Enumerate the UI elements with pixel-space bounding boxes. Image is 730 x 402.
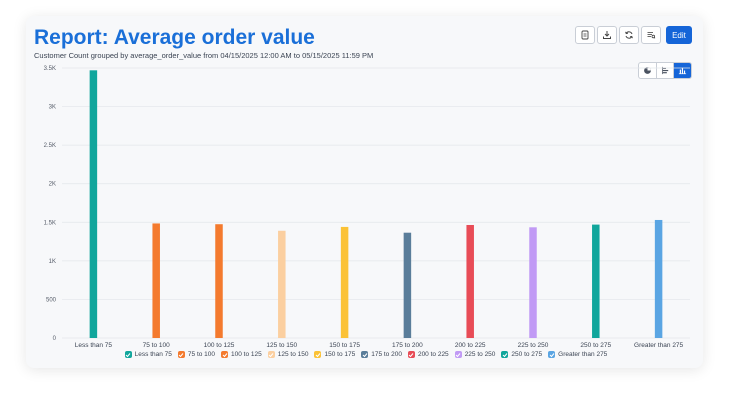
bar[interactable] (215, 224, 223, 338)
checkbox-icon[interactable] (267, 351, 275, 358)
bar[interactable] (529, 227, 537, 338)
chart-view-toggle (638, 62, 692, 79)
y-tick-label: 0 (53, 336, 57, 342)
y-tick-label: 3K (49, 105, 56, 111)
legend-item[interactable]: 225 to 250 (454, 351, 496, 358)
x-tick-label: Less than 75 (75, 342, 113, 349)
bar[interactable] (89, 70, 98, 339)
report-subtitle: Customer Count grouped by average_order_… (34, 51, 374, 60)
y-tick-label: 2.5K (44, 143, 56, 149)
checkbox-icon[interactable] (501, 351, 509, 358)
legend-label: Greater than 275 (558, 351, 608, 358)
checkbox-icon[interactable] (124, 351, 132, 358)
bar[interactable] (152, 223, 160, 338)
refresh-button[interactable] (619, 26, 639, 44)
x-tick-label: 100 to 125 (204, 342, 235, 349)
legend-label: 250 to 275 (511, 351, 543, 358)
report-title: Report: Average order value (34, 26, 315, 49)
legend-label: 225 to 250 (464, 351, 496, 358)
legend-item[interactable]: Greater than 275 (548, 351, 607, 358)
legend-label: 200 to 225 (417, 351, 449, 358)
report-card (26, 16, 703, 368)
checkbox-icon[interactable] (177, 351, 185, 358)
checkbox-icon[interactable] (407, 351, 415, 358)
bar[interactable] (466, 224, 474, 338)
legend-item[interactable]: 200 to 225 (407, 351, 449, 358)
legend-label: Less than 75 (134, 351, 172, 358)
legend-label: 75 to 100 (187, 351, 216, 358)
bar[interactable] (340, 226, 349, 338)
legend-item[interactable]: 175 to 200 (361, 351, 402, 358)
y-tick-label: 1K (49, 259, 56, 265)
legend-item[interactable]: 125 to 150 (267, 351, 309, 358)
checkbox-icon[interactable] (361, 351, 369, 358)
y-tick-label: 500 (46, 297, 57, 303)
bar-chart-view-button[interactable] (673, 63, 691, 78)
bar[interactable] (654, 219, 663, 338)
edit-button[interactable]: Edit (666, 26, 692, 44)
y-tick-label: 1.5K (44, 220, 56, 226)
legend-item[interactable]: 100 to 125 (221, 351, 262, 358)
filter-list-icon (647, 32, 656, 39)
legend-item[interactable]: 150 to 175 (314, 351, 355, 358)
refresh-icon (625, 31, 633, 39)
checkbox-icon[interactable] (314, 351, 322, 358)
bar[interactable] (278, 230, 286, 338)
x-tick-label: 150 to 175 (329, 342, 360, 349)
bar[interactable] (592, 224, 600, 338)
checkbox-icon[interactable] (221, 351, 229, 358)
report-icon (581, 30, 589, 40)
x-tick-label: 75 to 100 (143, 342, 170, 349)
legend-label: 125 to 150 (277, 351, 309, 358)
x-tick-label: 225 to 250 (518, 342, 549, 349)
report-button[interactable] (575, 26, 595, 44)
x-tick-label: Greater than 275 (634, 342, 684, 349)
x-tick-label: 175 to 200 (392, 342, 423, 349)
legend-label: 100 to 125 (231, 351, 262, 358)
x-tick-label: 125 to 150 (266, 342, 297, 349)
legend-label: 150 to 175 (324, 351, 356, 358)
download-icon (603, 31, 611, 39)
legend-item[interactable]: 75 to 100 (177, 351, 216, 358)
download-button[interactable] (597, 26, 617, 44)
bar-chart-icon (679, 67, 687, 75)
filter-list-button[interactable] (641, 26, 661, 44)
y-tick-label: 2K (49, 182, 56, 188)
checkbox-icon[interactable] (548, 351, 556, 358)
bar[interactable] (403, 232, 412, 338)
y-tick-label: 3.5K (44, 66, 56, 72)
legend-item[interactable]: Less than 75 (124, 351, 172, 358)
chart-legend: Less than 75 75 to 100 100 to 125 125 to 15… (0, 351, 730, 358)
checkbox-icon[interactable] (454, 351, 462, 358)
legend-item[interactable]: 250 to 275 (501, 351, 542, 358)
legend-label: 175 to 200 (371, 351, 402, 358)
x-tick-label: 200 to 225 (455, 342, 486, 349)
x-tick-label: 250 to 275 (580, 342, 611, 349)
